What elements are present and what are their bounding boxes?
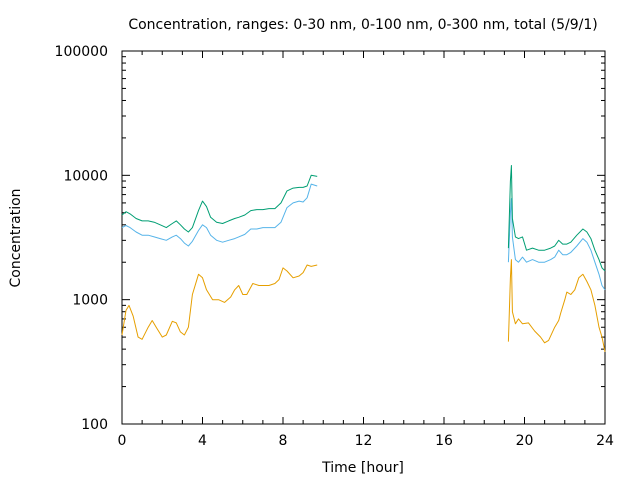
series-2-line	[121, 183, 318, 247]
x-axis-ticks: 0 4 8 12 16 20 24	[118, 51, 614, 449]
y-axis-ticks: 100 1000 10000 100000	[55, 44, 605, 433]
x-tick-label: 8	[279, 433, 288, 449]
series-layer	[121, 165, 606, 352]
series-1-line	[507, 259, 606, 352]
y-tick-label: 100000	[55, 44, 108, 60]
x-axis-label: Time [hour]	[321, 460, 404, 476]
y-tick-label: 10000	[63, 168, 108, 184]
x-tick-label: 16	[435, 433, 453, 449]
y-axis-label: Concentration	[8, 188, 24, 287]
x-tick-label: 12	[355, 433, 373, 449]
y-tick-label: 100	[81, 417, 108, 433]
x-tick-label: 0	[118, 433, 127, 449]
x-tick-label: 20	[516, 433, 534, 449]
series-3-line	[507, 165, 606, 272]
series-1-line	[121, 264, 318, 340]
y-tick-label: 1000	[72, 293, 108, 309]
series-3-line	[121, 174, 318, 233]
x-tick-label: 24	[596, 433, 614, 449]
series-2-line	[507, 198, 606, 291]
x-tick-label: 4	[198, 433, 207, 449]
chart-title: Concentration, ranges: 0-30 nm, 0-100 nm…	[128, 17, 597, 33]
